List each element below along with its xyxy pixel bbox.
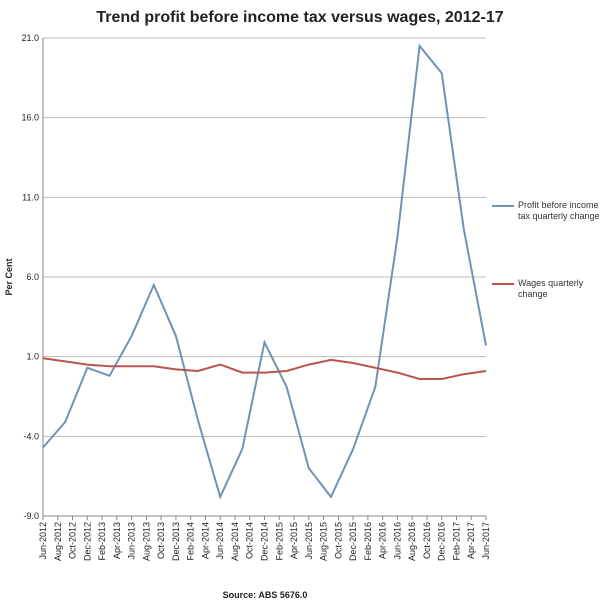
y-tick-label: -4.0	[23, 431, 39, 441]
x-tick-label: Aug-2013	[141, 522, 151, 561]
x-tick-label: Dec-2016	[437, 522, 447, 561]
x-tick-label: Aug-2014	[230, 522, 240, 561]
y-tick-label: -9.0	[23, 511, 39, 521]
x-tick-label: Apr-2013	[112, 522, 122, 559]
y-tick-label: 6.0	[26, 272, 39, 282]
x-tick-label: Jun-2015	[304, 522, 314, 560]
legend-label: Wages quarterly change	[518, 278, 584, 299]
x-tick-label: Dec-2013	[171, 522, 181, 561]
x-tick-label: Dec-2015	[348, 522, 358, 561]
chart-title: Trend profit before income tax versus wa…	[96, 9, 503, 26]
x-tick-label: Dec-2012	[82, 522, 92, 561]
x-tick-label: Oct-2014	[245, 522, 255, 559]
x-tick-label: Oct-2013	[156, 522, 166, 559]
x-tick-label: Oct-2015	[333, 522, 343, 559]
x-tick-label: Jun-2012	[38, 522, 48, 560]
x-tick-label: Jun-2014	[215, 522, 225, 560]
x-tick-label: Aug-2012	[53, 522, 63, 561]
x-tick-label: Apr-2015	[289, 522, 299, 559]
series-line	[42, 43, 487, 500]
x-tick-label: Jun-2017	[481, 522, 491, 560]
x-tick-label: Jun-2016	[392, 522, 402, 560]
source-note: Source: ABS 5676.0	[223, 590, 308, 600]
y-tick-label: 16.0	[21, 113, 39, 123]
x-tick-label: Feb-2015	[274, 522, 284, 561]
series-line	[42, 357, 487, 380]
x-tick-label: Jun-2013	[127, 522, 137, 560]
x-tick-label: Apr-2014	[200, 522, 210, 559]
x-tick-label: Feb-2013	[97, 522, 107, 561]
x-tick-label: Aug-2016	[407, 522, 417, 561]
x-tick-label: Dec-2014	[260, 522, 270, 561]
x-tick-label: Aug-2015	[319, 522, 329, 561]
x-tick-label: Feb-2016	[363, 522, 373, 561]
y-axis-label: Per Cent	[4, 258, 14, 295]
x-tick-label: Oct-2012	[68, 522, 78, 559]
y-tick-label: 11.0	[22, 192, 39, 202]
x-tick-label: Apr-2017	[466, 522, 476, 559]
x-tick-label: Feb-2017	[451, 522, 461, 561]
legend-label: Profit before income tax quarterly chang…	[518, 200, 600, 221]
x-tick-label: Feb-2014	[186, 522, 196, 561]
x-tick-label: Apr-2016	[378, 522, 388, 559]
x-tick-label: Oct-2016	[422, 522, 432, 559]
y-tick-label: 21.0	[21, 33, 39, 43]
y-tick-label: 1.0	[26, 352, 39, 362]
